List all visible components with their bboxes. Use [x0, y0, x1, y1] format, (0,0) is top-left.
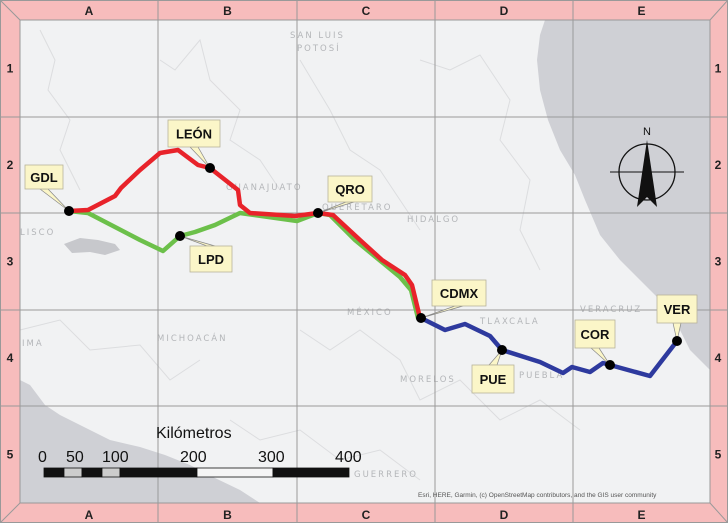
column-label: B — [223, 508, 232, 522]
frame-corner-line — [0, 0, 21, 21]
scale-tick-400: 400 — [335, 449, 362, 466]
column-label: D — [500, 508, 509, 522]
region-label-jalisco: LISCO — [20, 228, 55, 238]
city-point — [175, 231, 185, 241]
region-label-san-luis: SAN LUIS — [290, 31, 345, 41]
column-label: B — [223, 4, 232, 18]
row-label: 5 — [7, 448, 14, 462]
row-label: 2 — [7, 158, 14, 172]
city-lpd[interactable]: LPD — [175, 231, 233, 273]
state-boundaries — [19, 29, 581, 481]
scale-segment — [63, 467, 83, 478]
region-label-guerrero: GUERRERO — [354, 470, 418, 480]
column-label: A — [85, 508, 94, 522]
scale-bar: Kilómetros 0 50 100 200 300 400 — [38, 425, 362, 478]
callout-box — [574, 319, 616, 349]
attribution-text: Esri, HERE, Garmin, (c) OpenStreetMap co… — [418, 492, 657, 499]
column-label: E — [637, 4, 645, 18]
city-point — [313, 208, 323, 218]
row-label: 3 — [7, 255, 14, 269]
region-label-colima: IMA — [22, 339, 44, 349]
frame-corner-line — [709, 0, 728, 21]
callout-box — [189, 245, 233, 273]
scale-segment — [119, 467, 198, 478]
callout-box — [167, 119, 221, 148]
region-label-morelos: MORELOS — [400, 375, 456, 385]
scale-segment — [81, 467, 103, 478]
region-label-mexico: MÉXICO — [347, 306, 393, 318]
region-label-michoacan: MICHOACÁN — [157, 332, 227, 344]
city-león[interactable]: LEÓN — [167, 119, 221, 173]
city-point — [497, 345, 507, 355]
row-label: 1 — [715, 62, 722, 76]
city-label: CDMX — [440, 286, 479, 301]
city-label: LPD — [198, 252, 224, 267]
cities: GDL LEÓN QRO LPD CDMX PUE COR VER — [24, 119, 698, 394]
column-label: C — [362, 4, 371, 18]
region-label-puebla: PUEBLA — [519, 371, 564, 381]
north-arrow: N — [610, 126, 684, 207]
row-label: 1 — [7, 62, 14, 76]
city-label: LEÓN — [176, 127, 212, 142]
lake-chapala — [64, 238, 120, 255]
city-label: VER — [664, 302, 691, 317]
gulf-of-mexico-water — [537, 20, 710, 370]
city-point — [64, 206, 74, 216]
callout-box — [327, 175, 373, 203]
region-label-hidalgo: HIDALGO — [407, 215, 460, 225]
city-cdmx[interactable]: CDMX — [416, 279, 487, 323]
north-arrow-needle — [637, 140, 657, 207]
column-label: C — [362, 508, 371, 522]
callout-box — [24, 164, 64, 190]
scale-tick-0: 0 — [38, 449, 47, 466]
city-label: PUE — [480, 372, 507, 387]
scale-tick-200: 200 — [180, 449, 207, 466]
city-label: COR — [581, 327, 611, 342]
scale-bar-title: Kilómetros — [156, 425, 232, 442]
column-label: D — [500, 4, 509, 18]
scale-segment — [196, 467, 274, 478]
city-point — [205, 163, 215, 173]
scale-segment — [43, 467, 65, 478]
callout-box — [471, 364, 515, 394]
frame-corner-line — [0, 502, 21, 523]
city-point — [672, 336, 682, 346]
scale-segment — [101, 467, 121, 478]
north-arrow-label: N — [643, 126, 651, 138]
row-label: 4 — [7, 351, 14, 365]
scale-tick-300: 300 — [258, 449, 285, 466]
column-label: E — [637, 508, 645, 522]
column-label: A — [85, 4, 94, 18]
scale-tick-50: 50 — [66, 449, 84, 466]
row-label: 5 — [715, 448, 722, 462]
route-green[interactable] — [66, 208, 421, 321]
city-ver[interactable]: VER — [656, 294, 698, 346]
route-red[interactable] — [66, 147, 423, 321]
callout-box — [656, 294, 698, 324]
scale-segment — [272, 467, 350, 478]
frame-inner-outline — [19, 19, 711, 504]
city-qro[interactable]: QRO — [313, 175, 373, 218]
region-label-tlaxcala: TLAXCALA — [479, 317, 540, 327]
row-label: 4 — [715, 351, 722, 365]
city-point — [605, 360, 615, 370]
city-cor[interactable]: COR — [574, 319, 616, 370]
region-label-guanajuato: GUANAJUATO — [226, 183, 303, 193]
region-label-queretaro: QUERÉTARO — [322, 201, 393, 213]
row-label: 2 — [715, 158, 722, 172]
city-pue[interactable]: PUE — [471, 345, 515, 394]
row-label: 3 — [715, 255, 722, 269]
region-label-potosi: POTOSÍ — [297, 42, 341, 54]
city-gdl[interactable]: GDL — [24, 164, 74, 216]
scale-tick-100: 100 — [102, 449, 129, 466]
city-point — [416, 313, 426, 323]
city-label: GDL — [30, 170, 58, 185]
city-label: QRO — [335, 182, 365, 197]
callout-box — [431, 279, 487, 307]
frame-corner-line — [709, 502, 728, 523]
